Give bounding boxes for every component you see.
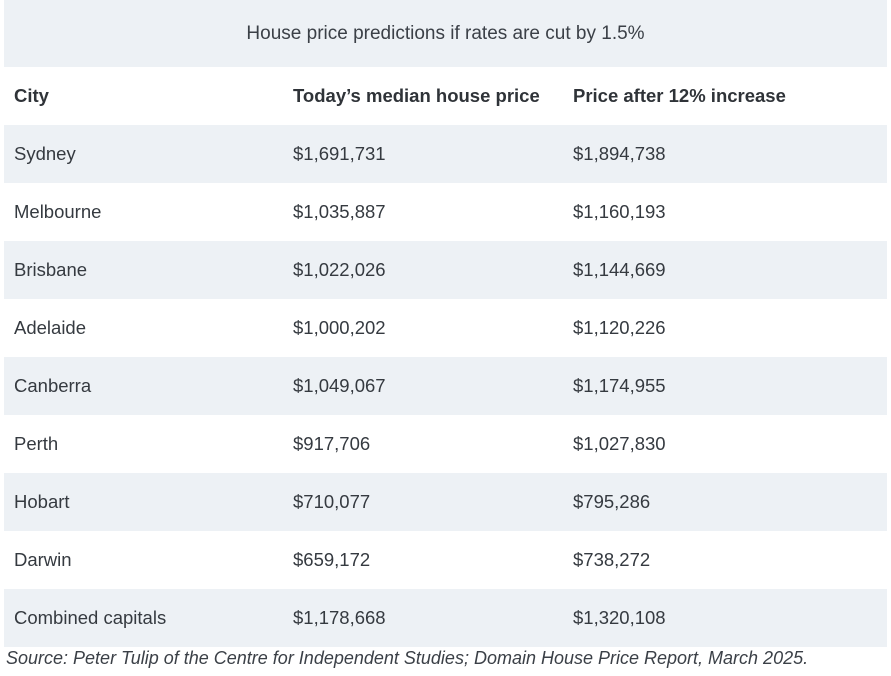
median-price-cell: $1,049,067 xyxy=(293,375,386,396)
city-cell: Brisbane xyxy=(14,259,88,280)
increased-price-cell: $1,894,738 xyxy=(573,143,666,164)
table-title: House price predictions if rates are cut… xyxy=(4,0,887,67)
header-increased-price: Price after 12% increase xyxy=(573,85,786,106)
increased-price-cell: $1,160,193 xyxy=(573,201,666,222)
header-median-price: Today’s median house price xyxy=(293,85,540,106)
city-cell: Combined capitals xyxy=(14,607,167,628)
increased-price-cell: $1,027,830 xyxy=(573,433,666,454)
median-price-cell: $917,706 xyxy=(293,433,371,454)
header-city: City xyxy=(14,85,49,106)
table-row: Adelaide $1,000,202 $1,120,226 xyxy=(4,299,887,357)
median-price-cell: $1,691,731 xyxy=(293,143,386,164)
table-row: Sydney $1,691,731 $1,894,738 xyxy=(4,125,887,183)
increased-price-cell: $738,272 xyxy=(573,549,651,570)
increased-price-cell: $1,144,669 xyxy=(573,259,666,280)
increased-price-cell: $1,174,955 xyxy=(573,375,666,396)
table-header-row: City Today’s median house price Price af… xyxy=(4,67,887,125)
city-cell: Hobart xyxy=(14,491,70,512)
city-cell: Darwin xyxy=(14,549,72,570)
city-cell: Melbourne xyxy=(14,201,102,222)
table-row: Darwin $659,172 $738,272 xyxy=(4,531,887,589)
table-row: Melbourne $1,035,887 $1,160,193 xyxy=(4,183,887,241)
table-row: Perth $917,706 $1,027,830 xyxy=(4,415,887,473)
city-cell: Adelaide xyxy=(14,317,87,338)
city-cell: Perth xyxy=(14,433,59,454)
table-row: Brisbane $1,022,026 $1,144,669 xyxy=(4,241,887,299)
median-price-cell: $1,178,668 xyxy=(293,607,386,628)
source-note: Source: Peter Tulip of the Centre for In… xyxy=(6,648,809,668)
increased-price-cell: $1,320,108 xyxy=(573,607,666,628)
price-table-container: House price predictions if rates are cut… xyxy=(4,0,887,647)
median-price-cell: $1,022,026 xyxy=(293,259,386,280)
increased-price-cell: $795,286 xyxy=(573,491,651,512)
table-row: Combined capitals $1,178,668 $1,320,108 xyxy=(4,589,887,647)
median-price-cell: $1,035,887 xyxy=(293,201,386,222)
table-row: Hobart $710,077 $795,286 xyxy=(4,473,887,531)
table-row: Canberra $1,049,067 $1,174,955 xyxy=(4,357,887,415)
city-cell: Sydney xyxy=(14,143,76,164)
city-cell: Canberra xyxy=(14,375,92,396)
increased-price-cell: $1,120,226 xyxy=(573,317,666,338)
table-body: Sydney $1,691,731 $1,894,738 Melbourne $1,03… xyxy=(4,125,887,647)
median-price-cell: $710,077 xyxy=(293,491,371,512)
median-price-cell: $659,172 xyxy=(293,549,371,570)
median-price-cell: $1,000,202 xyxy=(293,317,386,338)
price-table: City Today’s median house price Price af… xyxy=(4,67,887,647)
